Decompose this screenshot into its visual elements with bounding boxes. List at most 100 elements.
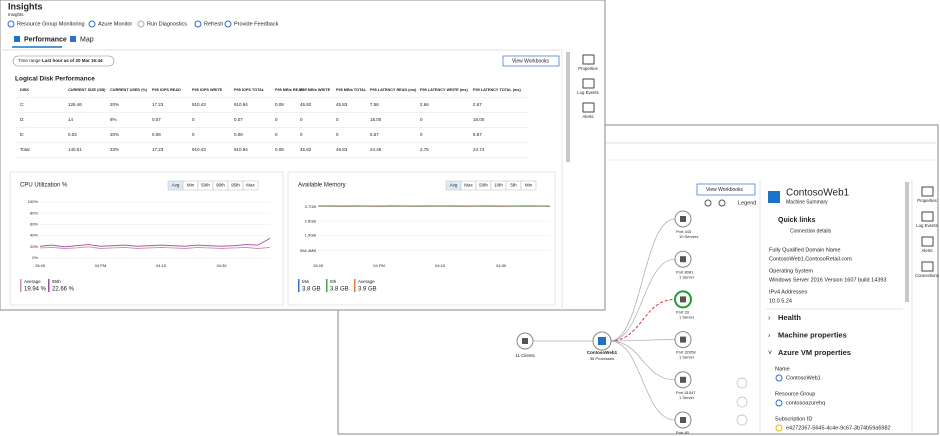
side-icon — [921, 186, 934, 197]
tab-icon — [70, 36, 76, 42]
cell: C: — [20, 102, 25, 107]
side-icon — [582, 54, 595, 65]
y-tick-label: 80% — [30, 210, 38, 215]
label: ContosoWeb1 — [786, 375, 821, 381]
legend-swatch — [326, 279, 328, 292]
cell: 2.66 — [420, 102, 429, 107]
cell: E: — [20, 132, 24, 137]
cell: 0.07 — [234, 117, 243, 122]
icon — [704, 199, 712, 207]
scrollbar — [905, 182, 909, 302]
side-icon — [582, 78, 595, 89]
toggle — [242, 180, 259, 191]
cell: 17.23 — [152, 102, 164, 107]
legend-value: 22.66 % — [52, 287, 75, 293]
label: Connections — [915, 273, 939, 278]
toggle — [520, 180, 537, 191]
cell: 2.75 — [420, 147, 429, 152]
toggle-label: 95th — [231, 183, 240, 188]
column-header: P95 IOPS READ — [152, 88, 181, 92]
scrollbar — [566, 52, 570, 162]
zoom-control — [736, 396, 748, 408]
chevron: › — [768, 315, 771, 322]
cell: 20% — [110, 132, 119, 137]
label: Azure VM properties — [778, 348, 851, 357]
column-header: P95 LATENCY WRITE (ms) — [420, 88, 468, 92]
label: Windows Server 2016 Version 1607 build 1… — [769, 277, 886, 283]
legend-value: 3.9 GB — [358, 287, 377, 293]
label: Provide Feedback — [234, 21, 279, 27]
cell: 0 — [336, 117, 339, 122]
column-header: DISK — [20, 88, 29, 92]
label: Azure Monitor — [98, 21, 132, 27]
label: Port 51047 — [676, 390, 696, 395]
y-tick-label: 100% — [28, 199, 39, 204]
legend-name: 95th — [52, 279, 61, 284]
label: Insights — [8, 1, 43, 11]
column-header: CURRENT SIZE (GB) — [68, 88, 106, 92]
legend-label: Legend — [738, 200, 756, 206]
label: Log Events — [577, 90, 599, 95]
x-tick-label: 15:45 — [313, 263, 324, 268]
node-icon — [680, 216, 686, 222]
label: 10 Servers — [679, 234, 698, 239]
toggle-label: 5th — [510, 183, 517, 188]
toggle-label: 50th — [201, 183, 210, 188]
label: Resource Group — [775, 391, 815, 397]
zoom-control — [736, 414, 748, 426]
cell: 0.08 — [275, 102, 284, 107]
edge — [609, 218, 676, 342]
y-tick-label: 2.8GB — [305, 218, 317, 223]
label: 1 Server — [679, 395, 695, 400]
cell: 18.00 — [473, 117, 485, 122]
node-icon — [680, 296, 686, 303]
legend-value: 3.8 GB — [330, 287, 349, 293]
chart-title: Available Memory — [298, 183, 346, 189]
column-header: P95 MB/s TOTAL — [336, 88, 367, 92]
button-label: View Workbooks — [512, 58, 550, 64]
edge — [609, 298, 676, 342]
time-range — [12, 55, 115, 67]
cell: Total — [20, 147, 30, 152]
label: Port 80 — [676, 430, 690, 435]
x-tick-label: 04:15 — [435, 263, 446, 268]
toggle-label: 90th — [216, 183, 225, 188]
button — [696, 183, 756, 196]
legend-swatch — [298, 279, 300, 292]
windows-icon — [768, 191, 780, 203]
cell: 910.94 — [234, 102, 248, 107]
cell: 0 — [275, 132, 278, 137]
legend-name: Average — [24, 279, 41, 284]
side-icon — [921, 236, 934, 247]
y-tick-label: 20% — [30, 244, 38, 249]
chevron: › — [768, 332, 771, 339]
label: Fully Qualified Domain Name — [769, 247, 841, 253]
windows-icon — [598, 337, 606, 345]
y-tick-label: 954.4MB — [300, 248, 316, 253]
cell: 20% — [110, 102, 119, 107]
label: Name — [775, 366, 790, 372]
icon — [137, 20, 145, 28]
label: Quick links — [778, 217, 815, 224]
label: Machine properties — [778, 330, 847, 339]
node-icon — [680, 376, 686, 383]
label: Alerts — [922, 248, 933, 253]
label: Operating System — [769, 268, 813, 274]
column-header: P95 LATENCY TOTAL (ms) — [473, 88, 521, 92]
cell: 0 — [420, 117, 423, 122]
cell: 2.67 — [473, 102, 482, 107]
y-tick-label: 40% — [30, 233, 38, 238]
cell: 910.43 — [192, 147, 206, 152]
node-icon — [680, 336, 686, 343]
toggle-label: Avg — [450, 183, 458, 188]
cell: 0 — [300, 117, 303, 122]
cell: 17.23 — [152, 147, 164, 152]
cell: 0 — [420, 132, 423, 137]
label: e4272367-5645-4c4e-9c67-3b74b59a6982 — [786, 425, 891, 431]
y-tick-label: 0% — [32, 255, 38, 260]
label: Logical Disk Performance — [15, 76, 95, 83]
cell: 0 — [275, 117, 278, 122]
x-tick-label: 15:45 — [35, 263, 46, 268]
